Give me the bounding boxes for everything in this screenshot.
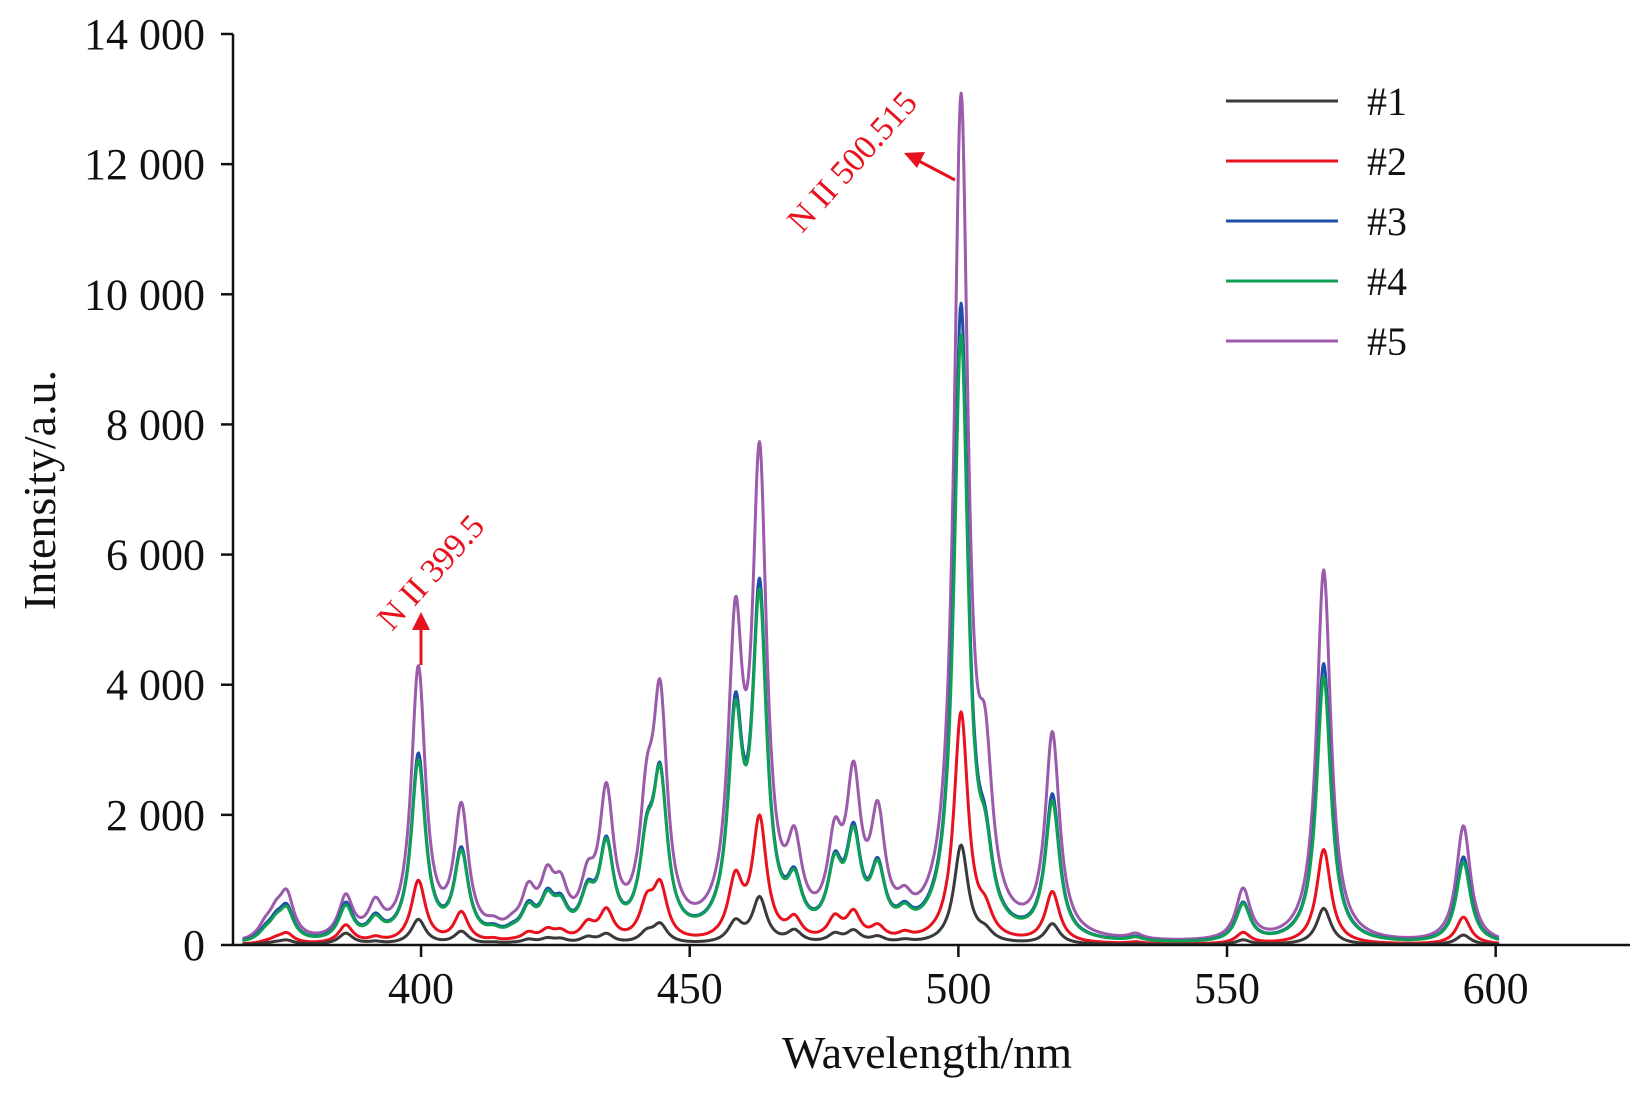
series-line-4 bbox=[242, 333, 1500, 943]
y-tick-label: 8 000 bbox=[106, 400, 205, 449]
series-line-1 bbox=[242, 843, 1500, 946]
x-axis-ticks: 400 450 500 550 600 bbox=[388, 945, 1529, 1013]
annotation-n2-399: N II 399.5 bbox=[370, 508, 492, 665]
x-tick-label: 550 bbox=[1194, 964, 1260, 1013]
x-tick-label: 500 bbox=[925, 964, 991, 1013]
annotation-label: N II 399.5 bbox=[370, 508, 492, 637]
annotation-arrow-head bbox=[904, 152, 925, 168]
y-axis-title: Intensity/a.u. bbox=[14, 370, 65, 610]
legend-label-2: #2 bbox=[1367, 139, 1407, 184]
series-layer bbox=[242, 91, 1500, 946]
x-tick-label: 450 bbox=[657, 964, 723, 1013]
legend-label-3: #3 bbox=[1367, 199, 1407, 244]
y-axis-ticks: 0 2 000 4 000 6 000 8 000 10 000 12 000 14 000 bbox=[84, 10, 233, 970]
x-axis-title: Wavelength/nm bbox=[782, 1027, 1072, 1078]
y-tick-label: 0 bbox=[183, 921, 205, 970]
series-line-5 bbox=[242, 91, 1500, 941]
legend: #1 #2 #3 #4 #5 bbox=[1226, 79, 1407, 364]
x-tick-label: 600 bbox=[1463, 964, 1529, 1013]
annotation-arrow-head bbox=[412, 612, 430, 630]
series-line-2 bbox=[242, 710, 1500, 946]
annotation-n2-500: N II 500.515 bbox=[780, 85, 956, 240]
annotation-label: N II 500.515 bbox=[780, 85, 924, 240]
legend-label-4: #4 bbox=[1367, 259, 1407, 304]
legend-label-5: #5 bbox=[1367, 319, 1407, 364]
y-tick-label: 12 000 bbox=[84, 140, 205, 189]
annotation-arrow-shaft bbox=[916, 158, 956, 182]
y-tick-label: 10 000 bbox=[84, 270, 205, 319]
y-tick-label: 6 000 bbox=[106, 531, 205, 580]
y-tick-label: 2 000 bbox=[106, 791, 205, 840]
y-tick-label: 14 000 bbox=[84, 10, 205, 59]
legend-label-1: #1 bbox=[1367, 79, 1407, 124]
x-tick-label: 400 bbox=[388, 964, 454, 1013]
y-tick-label: 4 000 bbox=[106, 661, 205, 710]
